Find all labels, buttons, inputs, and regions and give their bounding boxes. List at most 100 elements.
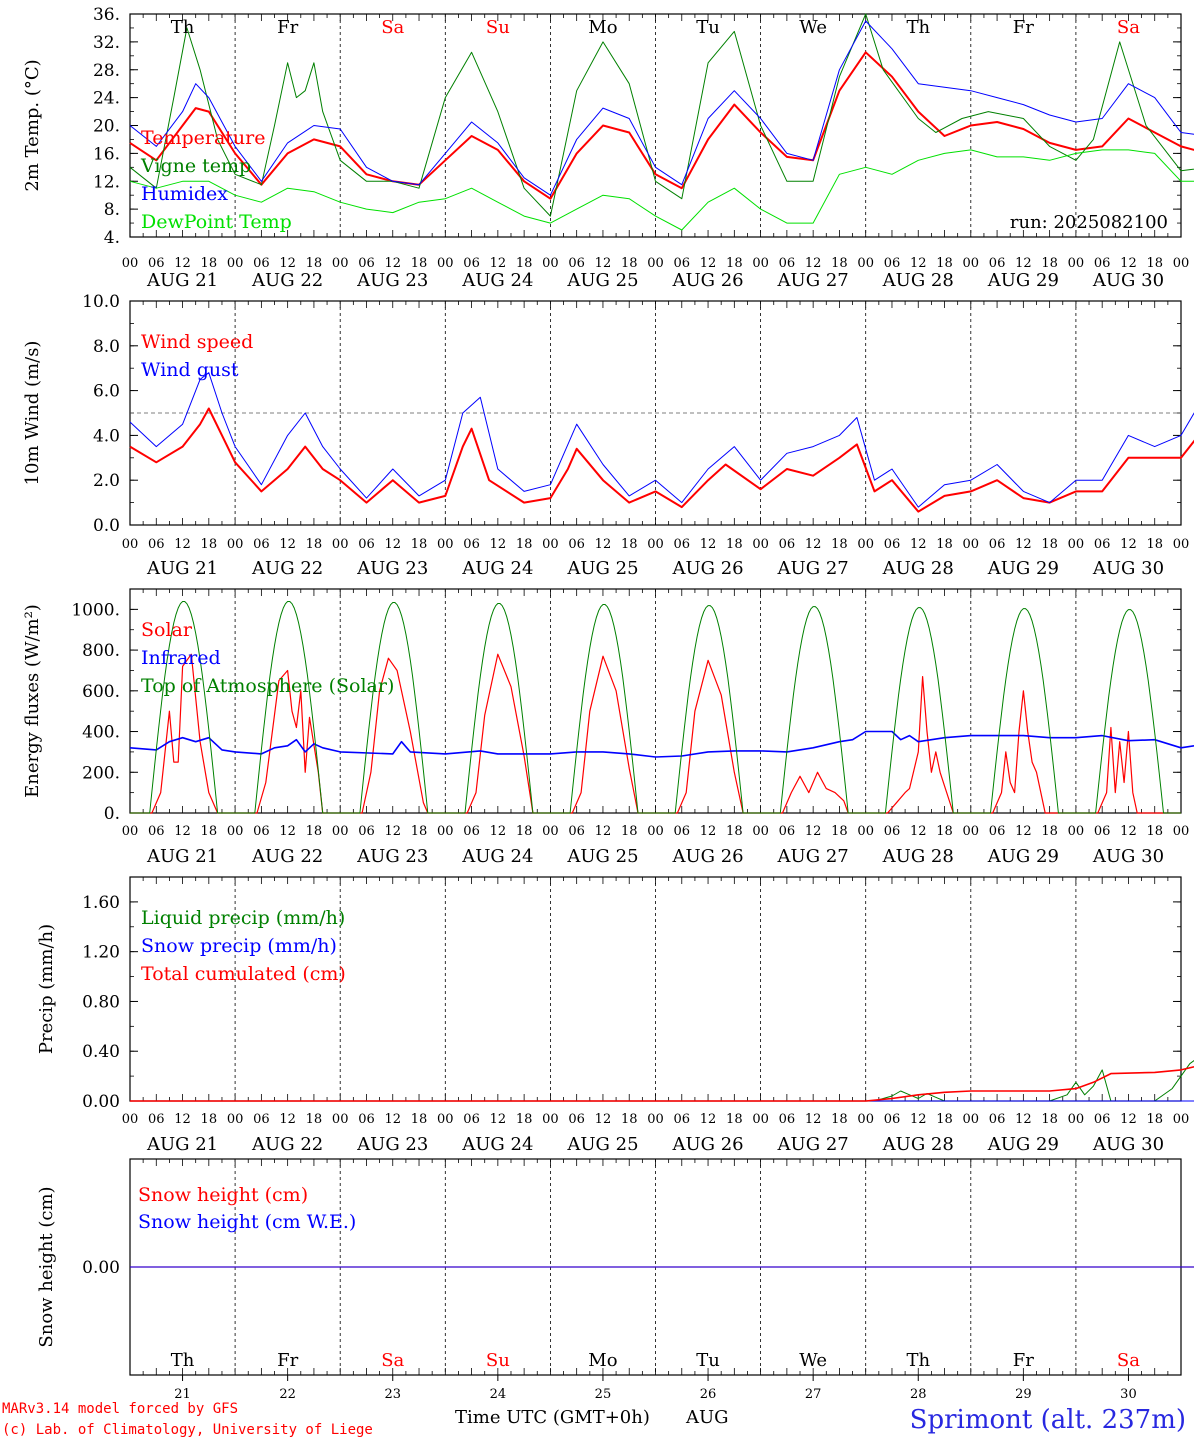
run-annotation: run: 2025082100 [1010,212,1168,233]
hour-tick-label: 06 [568,1112,585,1127]
hour-tick-label: 12 [384,537,401,552]
day-number-label: 30 [1120,1387,1137,1402]
hour-tick-label: 18 [936,1112,953,1127]
panel-snow: 0.00 Snow height (cm) Snow height (cm) Snow… [36,1158,1194,1402]
x-axis-month: AUG [685,1407,729,1428]
hour-tick-label: 06 [674,537,691,552]
y-tick-label: 0.00 [82,1258,120,1278]
hour-tick-label: 12 [700,824,717,839]
date-label: AUG 24 [461,270,533,291]
hour-tick-label: 06 [884,537,901,552]
hour-tick-label: 00 [963,537,980,552]
hour-tick-label: 00 [122,256,139,271]
hour-tick-label: 18 [201,824,218,839]
hour-tick-label: 00 [122,824,139,839]
date-label: AUG 24 [461,1134,533,1155]
day-number-label: 24 [490,1387,507,1402]
station-name: Sprimont (alt. 237m) [910,1405,1186,1435]
day-name-label: Th [171,17,195,38]
hour-tick-label: 00 [437,537,454,552]
hour-tick-label: 12 [279,1112,296,1127]
hour-tick-label: 06 [148,537,165,552]
hour-tick-label: 00 [752,1112,769,1127]
day-name-label: Fr [277,17,298,38]
date-label: AUG 26 [671,558,743,579]
hour-tick-label: 18 [831,537,848,552]
hour-tick-label: 06 [148,1112,165,1127]
day-name-label: Su [486,17,510,38]
panel-temp: 4. 8. 12. 16. 20. 24. 28. 32. 36. 2m Temp. (°C) Te… [22,5,1194,291]
hour-tick-label: 06 [1094,1112,1111,1127]
y-axis-label: 10m Wind (m/s) [22,341,43,486]
hour-tick-label: 18 [1146,537,1163,552]
hour-tick-label: 06 [989,537,1006,552]
panel-precip: 0.00 0.40 0.80 1.20 1.60 Precip (mm/h) Liquid … [36,876,1194,1155]
hour-tick-label: 00 [1068,256,1085,271]
hour-tick-label: 12 [595,1112,612,1127]
series-infrared [129,730,1194,758]
hour-tick-label: 00 [227,824,244,839]
date-label: AUG 30 [1092,270,1164,291]
day-name-label: Tu [696,1350,720,1371]
day-name-label: Fr [1013,17,1034,38]
hour-tick-label: 00 [857,824,874,839]
hour-tick-label: 18 [201,256,218,271]
hour-tick-label: 12 [1015,256,1032,271]
hour-tick-label: 18 [411,256,428,271]
hour-tick-label: 12 [490,1112,507,1127]
hour-tick-label: 12 [1015,824,1032,839]
legend-entry: Snow height (cm W.E.) [138,1211,356,1233]
hour-tick-label: 06 [779,1112,796,1127]
hour-tick-label: 00 [1068,824,1085,839]
hour-tick-label: 18 [1041,1112,1058,1127]
hour-tick-label: 18 [411,1112,428,1127]
hour-tick-label: 06 [1094,824,1111,839]
series-dewpoint-temp [129,149,1194,231]
hour-tick-label: 12 [910,537,927,552]
hour-tick-label: 12 [490,824,507,839]
hour-tick-label: 00 [437,824,454,839]
y-tick-label: 16. [93,144,120,164]
hour-tick-label: 12 [700,1112,717,1127]
y-tick-label: 400. [82,723,120,743]
hour-tick-label: 12 [174,256,191,271]
legend-entry: Top of Atmosphere (Solar) [141,675,394,697]
y-tick-label: 8. [104,200,120,220]
hour-tick-label: 00 [857,1112,874,1127]
hour-tick-label: 18 [516,824,533,839]
hour-tick-label: 06 [884,256,901,271]
y-axis-label: 2m Temp. (°C) [22,59,43,191]
hour-tick-label: 18 [201,1112,218,1127]
hour-tick-label: 12 [595,256,612,271]
date-label: AUG 23 [356,846,428,867]
hour-tick-label: 00 [332,1112,349,1127]
hour-tick-label: 00 [963,256,980,271]
hour-tick-label: 18 [831,1112,848,1127]
hour-tick-label: 18 [621,1112,638,1127]
x-axis-label: Time UTC (GMT+0h) [455,1407,650,1428]
day-name-label: Th [171,1350,195,1371]
hour-tick-label: 00 [647,537,664,552]
hour-tick-label: 06 [358,537,375,552]
hour-tick-label: 00 [857,537,874,552]
date-label: AUG 29 [987,270,1059,291]
hour-tick-label: 12 [384,824,401,839]
date-label: AUG 28 [882,846,954,867]
date-label: AUG 26 [671,1134,743,1155]
day-number-label: 23 [384,1387,401,1402]
date-label: AUG 26 [671,846,743,867]
date-label: AUG 27 [777,270,849,291]
y-tick-label: 8.0 [93,337,120,357]
hour-tick-label: 00 [437,1112,454,1127]
y-tick-label: 0.80 [82,992,120,1012]
y-tick-label: 2.0 [93,471,120,491]
date-label: AUG 22 [251,846,323,867]
date-label: AUG 24 [461,846,533,867]
day-name-label: Th [906,17,930,38]
series-liquid-precip-mm-h [130,1060,1194,1102]
hour-tick-label: 06 [253,824,270,839]
hour-tick-label: 06 [148,256,165,271]
hour-tick-label: 12 [384,256,401,271]
y-tick-label: 24. [93,89,120,109]
day-name-label: Tu [696,17,720,38]
